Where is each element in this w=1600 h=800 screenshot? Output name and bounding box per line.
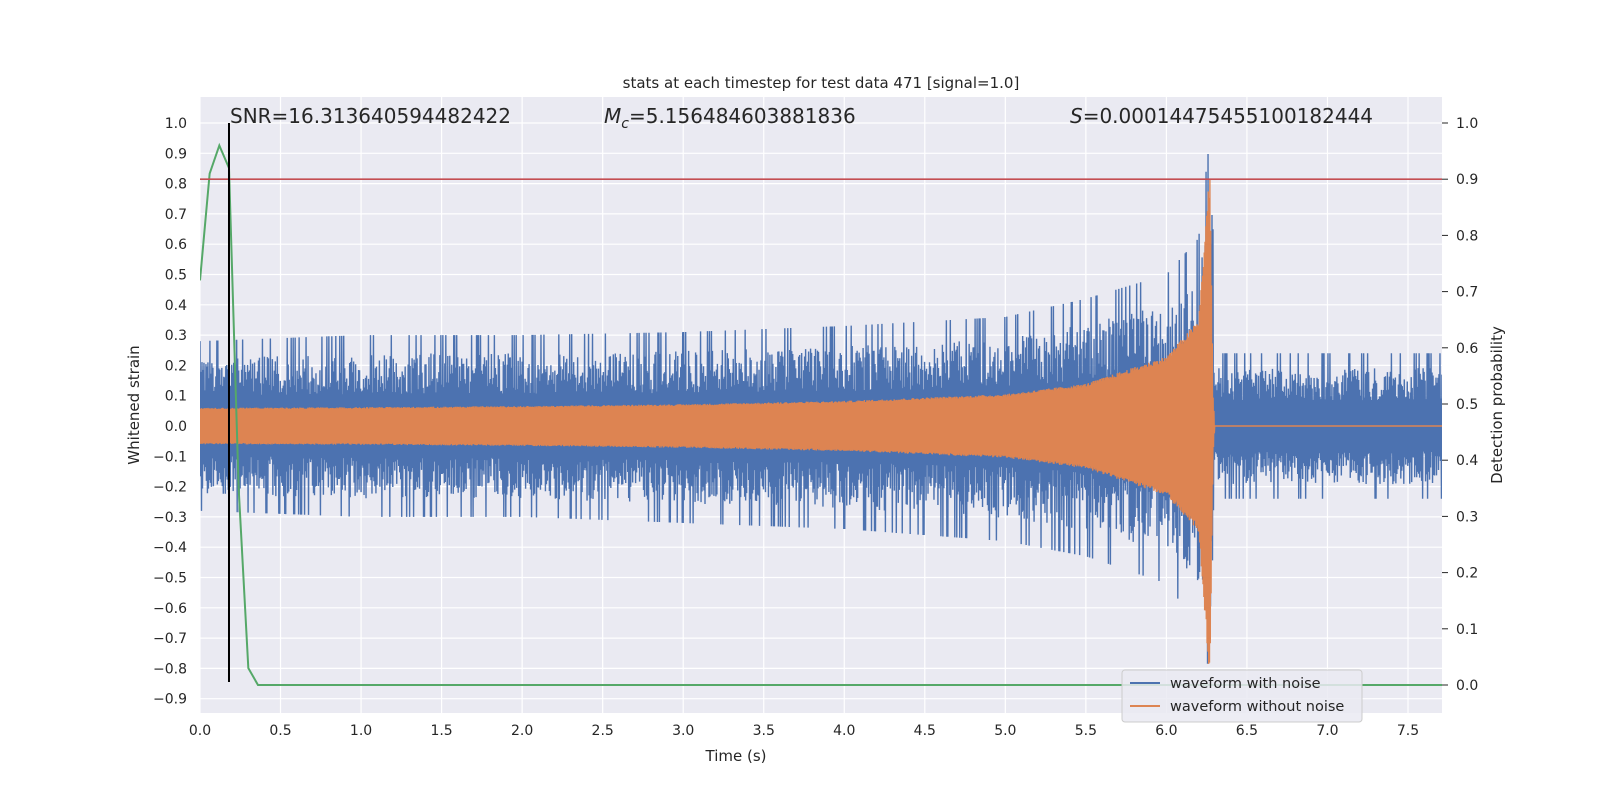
x-tick-label: 5.5 (1075, 723, 1097, 739)
ticks: 0.0 0.5 1.0 1.5 2.0 2.5 3.0 3.5 4.0 4.5 5.0 5.5 6.0 6… (153, 116, 1478, 739)
y-right-tick-label: 0.3 (1456, 509, 1478, 525)
legend-label-noise: waveform with noise (1170, 676, 1321, 692)
y-tick-label: 0.9 (165, 146, 187, 162)
x-tick-label: 1.5 (430, 723, 452, 739)
y-tick-label: 0.7 (165, 207, 187, 223)
series-detection-probability (200, 142, 1442, 686)
y-tick-label: 0.2 (165, 358, 187, 374)
legend-box (1121, 669, 1363, 723)
series-waveform-without-noise (200, 180, 1442, 664)
series-group (200, 123, 1442, 686)
x-tick-label: 2.0 (511, 723, 533, 739)
y-tick-label: −0.2 (153, 480, 187, 496)
y-tick-label: −0.1 (153, 449, 187, 465)
y-tick-label: 0.4 (165, 298, 187, 314)
y-tick-label: 0.0 (165, 419, 187, 435)
s-symbol: S (1070, 104, 1083, 128)
y-tick-label: 0.8 (165, 177, 187, 193)
y-tick-label: 0.1 (165, 389, 187, 405)
y-tick-label: 0.5 (165, 268, 187, 284)
y-right-tick-label: 0.6 (1456, 341, 1478, 357)
legend: waveform with noise waveform without noi… (1121, 669, 1363, 723)
x-tick-label: 3.0 (672, 723, 694, 739)
y-right-tick-label: 0.2 (1456, 566, 1478, 582)
x-tick-label: 7.0 (1316, 723, 1338, 739)
x-tick-label: 0.0 (189, 723, 211, 739)
legend-label-clean: waveform without noise (1170, 699, 1344, 715)
y-tick-label: −0.6 (153, 601, 187, 617)
y-right-tick-label: 0.1 (1456, 622, 1478, 638)
x-tick-label: 3.5 (753, 723, 775, 739)
y-right-tick-label: 0.5 (1456, 397, 1478, 413)
s-value: =0.00014475455100182444 (1083, 104, 1373, 128)
x-tick-label: 2.5 (592, 723, 614, 739)
y-tick-label: −0.7 (153, 631, 187, 647)
y-tick-label: 0.3 (165, 328, 187, 344)
y-tick-label: −0.4 (153, 540, 187, 556)
x-tick-label: 7.5 (1397, 723, 1419, 739)
chirp-mass-annotation: Mc=5.156484603881836 (604, 104, 856, 132)
x-tick-label: 5.0 (994, 723, 1016, 739)
y-right-tick-label: 0.0 (1456, 678, 1478, 694)
x-tick-label: 0.5 (269, 723, 291, 739)
chirp-mass-value: =5.156484603881836 (629, 104, 856, 128)
chirp-mass-subscript: c (621, 116, 629, 132)
s-annotation: S=0.00014475455100182444 (1070, 104, 1373, 128)
x-tick-label: 4.0 (833, 723, 855, 739)
y-axis-title: Whitened strain (125, 345, 143, 464)
y-tick-label: −0.9 (153, 692, 187, 708)
y-right-tick-label: 1.0 (1456, 116, 1478, 132)
chirp-mass-symbol: M (604, 104, 621, 128)
y-tick-label: −0.8 (153, 661, 187, 677)
y-right-tick-label: 0.7 (1456, 285, 1478, 301)
x-tick-label: 6.5 (1236, 723, 1258, 739)
x-axis-title: Time (s) (705, 747, 767, 765)
snr-annotation: SNR=16.313640594482422 (230, 104, 511, 128)
x-tick-label: 4.5 (914, 723, 936, 739)
x-tick-label: 6.0 (1155, 723, 1177, 739)
chart-title: stats at each timestep for test data 471… (623, 74, 1020, 92)
series-waveform-with-noise (200, 153, 1442, 664)
y-right-axis-title: Detection probability (1488, 326, 1506, 484)
y-right-tick-label: 0.9 (1456, 172, 1478, 188)
y-right-tick-label: 0.4 (1456, 453, 1478, 469)
y-tick-label: −0.3 (153, 510, 187, 526)
y-tick-label: −0.5 (153, 571, 187, 587)
x-tick-label: 1.0 (350, 723, 372, 739)
y-right-tick-label: 0.8 (1456, 228, 1478, 244)
y-tick-label: 0.6 (165, 237, 187, 253)
y-tick-label: 1.0 (165, 116, 187, 132)
